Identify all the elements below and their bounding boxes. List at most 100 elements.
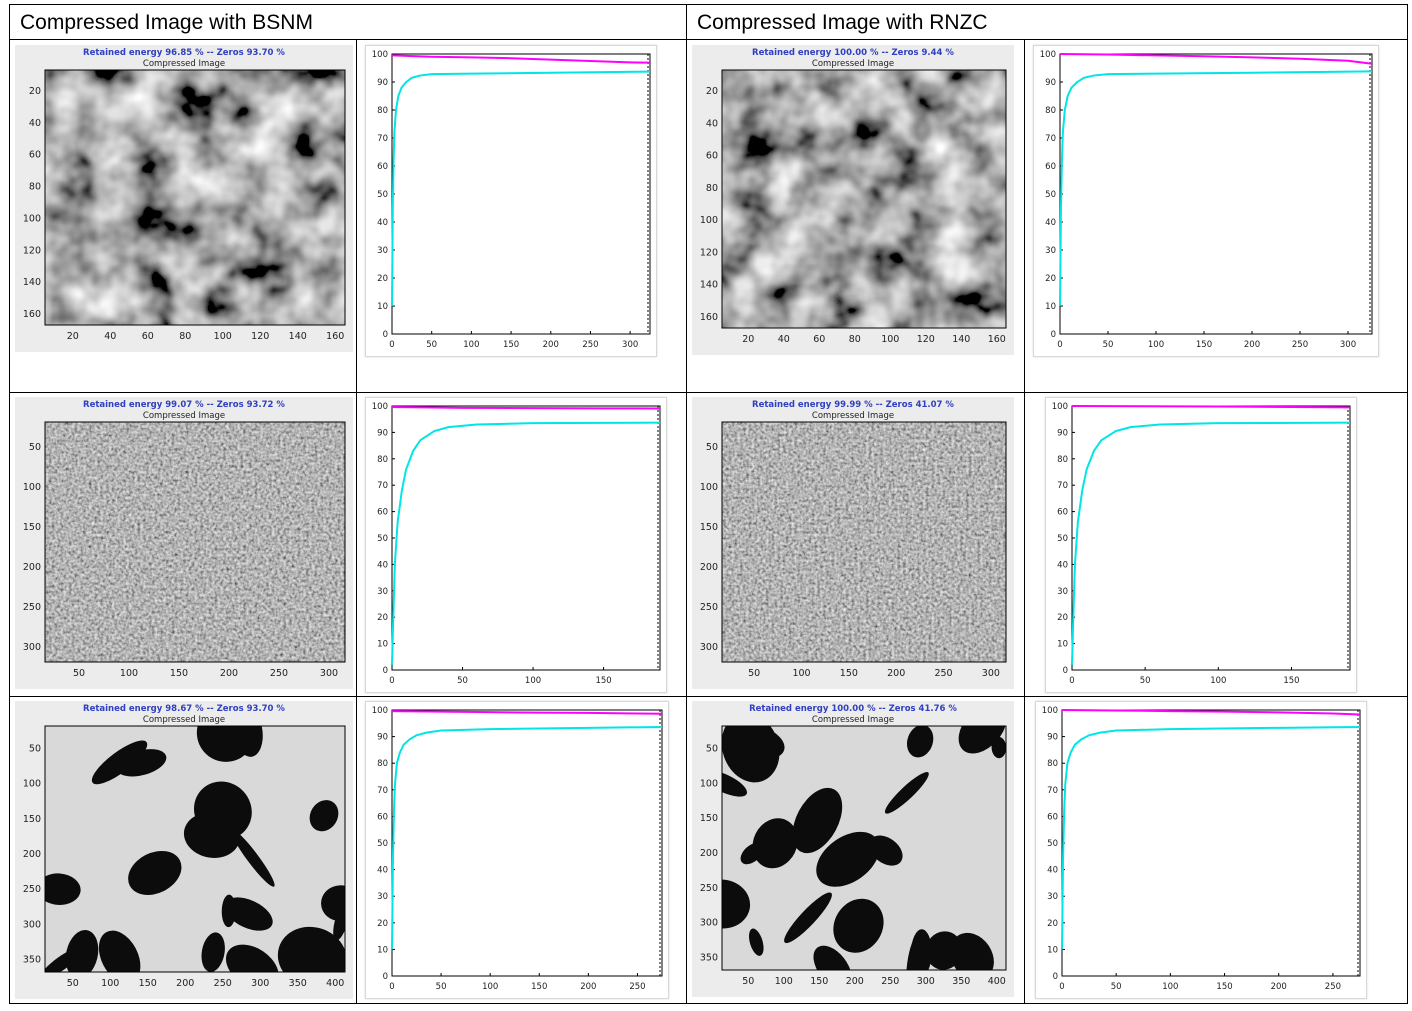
y-tick-label: 60	[1047, 812, 1058, 822]
image-frame	[721, 725, 1007, 971]
y-tick-label: 30	[1047, 892, 1058, 902]
particle-blob	[784, 892, 832, 944]
plot-axes	[391, 53, 651, 335]
y-tick-label: 100	[700, 778, 718, 789]
energy-plot-panel: 0 10 20 30 40 50 60 70 80 90 100 0 50 100 150 200 250	[365, 701, 669, 999]
x-tick-label: 100	[881, 334, 899, 345]
zeros-line	[1071, 421, 1351, 665]
energy-plot-panel: 0 10 20 30 40 50 60 70 80 90 100 0 50 100 150 200 250 300	[1033, 45, 1379, 357]
x-tick-label: 200	[846, 976, 864, 987]
particle-blob	[309, 800, 339, 832]
y-tick-label: 10	[1047, 945, 1058, 955]
y-tick-label: 250	[700, 602, 718, 613]
plot-svg: 0 10 20 30 40 50 60 70 80 90 100 0 50 100 150 200 250 300	[372, 50, 651, 350]
x-tick-label: 50	[748, 668, 760, 679]
y-tick-label: 50	[377, 839, 388, 849]
cell-r1-bsnm-image: Retained energy 96.85 % -- Zeros 93.70 %…	[9, 39, 357, 393]
y-tick-label: 60	[377, 162, 388, 172]
y-tick-label: 50	[1047, 839, 1058, 849]
y-tick-label: 50	[1057, 534, 1068, 544]
plot-axes	[1059, 53, 1373, 335]
x-tick-label: 200	[543, 340, 559, 350]
panel-title: Retained energy 99.07 % -- Zeros 93.72 %	[83, 400, 285, 410]
particle-blob	[201, 932, 225, 972]
panel-title: Retained energy 98.67 % -- Zeros 93.70 %	[83, 704, 285, 714]
x-tick-label: 400	[988, 976, 1006, 987]
y-tick-label: 60	[377, 812, 388, 822]
particle-blob	[321, 885, 345, 922]
particle-blob	[233, 726, 263, 757]
x-tick-label: 250	[1325, 982, 1341, 992]
x-tick-label: 150	[1283, 676, 1299, 686]
energy-plot-panel: 0 10 20 30 40 50 60 70 80 90 100 0 50 100 150 200 250 300	[365, 45, 657, 357]
compressed-image-panel: Retained energy 98.67 % -- Zeros 93.70 %…	[15, 701, 353, 999]
image-texture	[722, 70, 1006, 328]
energy-plot-panel: 0 10 20 30 40 50 60 70 80 90 100 0 50 100 150 200 250	[1035, 701, 1367, 999]
x-tick-label: 20	[742, 334, 754, 345]
retained-energy-line	[391, 710, 663, 715]
y-tick-label: 20	[29, 86, 41, 97]
y-tick-label: 20	[1047, 919, 1058, 929]
x-tick-label: 250	[270, 668, 288, 679]
plot-svg: 0 10 20 30 40 50 60 70 80 90 100 0 50 100 150	[372, 402, 661, 686]
y-tick-label: 60	[1057, 508, 1068, 518]
image-content	[45, 422, 345, 662]
y-tick-label: 0	[383, 330, 388, 340]
retained-energy-line	[391, 406, 661, 410]
image-frame	[721, 69, 1007, 329]
cell-r2-bsnm-image: Retained energy 99.07 % -- Zeros 93.72 %…	[9, 392, 357, 697]
x-tick-label: 200	[580, 982, 596, 992]
compressed-image-panel: Retained energy 99.99 % -- Zeros 41.07 %…	[692, 397, 1014, 689]
y-tick-label: 40	[706, 118, 718, 129]
x-tick-label: 0	[1069, 676, 1074, 686]
y-tick-label: 30	[377, 246, 388, 256]
x-tick-label: 0	[389, 676, 394, 686]
energy-plot-panel: 0 10 20 30 40 50 60 70 80 90 100 0 50 100 150	[1045, 397, 1357, 693]
y-tick-label: 70	[1045, 134, 1056, 144]
energy-plot-panel: 0 10 20 30 40 50 60 70 80 90 100 0 50 100 150	[365, 397, 667, 693]
y-tick-label: 100	[23, 213, 41, 224]
y-tick-label: 0	[1063, 666, 1068, 676]
y-tick-label: 10	[1045, 302, 1056, 312]
particle-blob	[833, 898, 884, 953]
x-tick-label: 150	[531, 982, 547, 992]
x-tick-label: 140	[952, 334, 970, 345]
panel-title: Retained energy 100.00 % -- Zeros 41.76 …	[749, 704, 957, 714]
y-tick-label: 350	[700, 953, 718, 964]
x-tick-label: 200	[176, 978, 194, 989]
x-tick-label: 160	[326, 331, 344, 342]
y-tick-label: 300	[700, 642, 718, 653]
x-tick-label: 0	[389, 340, 394, 350]
panel-subtitle: Compressed Image	[812, 411, 894, 421]
particle-blob	[116, 749, 167, 777]
particle-blob	[906, 726, 934, 758]
y-tick-label: 250	[23, 884, 41, 895]
y-tick-label: 100	[372, 706, 388, 716]
x-tick-label: 150	[1196, 340, 1212, 350]
x-tick-label: 50	[73, 668, 85, 679]
plot-axes	[1061, 709, 1361, 977]
compressed-image-svg: Retained energy 96.85 % -- Zeros 93.70 %…	[23, 48, 346, 342]
y-tick-label: 70	[377, 786, 388, 796]
x-tick-label: 250	[582, 340, 598, 350]
y-tick-label: 60	[1045, 162, 1056, 172]
x-tick-label: 200	[1271, 982, 1287, 992]
zeros-line	[391, 421, 661, 665]
x-tick-label: 100	[1210, 676, 1226, 686]
y-tick-label: 100	[23, 779, 41, 790]
y-tick-label: 100	[1052, 402, 1068, 412]
x-tick-label: 50	[1140, 676, 1151, 686]
particle-blob	[816, 831, 880, 887]
y-tick-label: 20	[1057, 613, 1068, 623]
y-tick-label: 70	[1047, 786, 1058, 796]
x-tick-label: 0	[1059, 982, 1064, 992]
compressed-image-panel: Retained energy 100.00 % -- Zeros 41.76 …	[692, 701, 1014, 997]
y-tick-label: 100	[23, 482, 41, 493]
x-tick-label: 40	[104, 331, 116, 342]
particle-blob	[807, 792, 840, 830]
compressed-image-svg: Retained energy 98.67 % -- Zeros 93.70 %…	[23, 704, 346, 989]
x-tick-label: 300	[982, 668, 1000, 679]
y-tick-label: 80	[706, 183, 718, 194]
particle-blob	[950, 932, 994, 970]
compressed-image-svg: Retained energy 99.99 % -- Zeros 41.07 %…	[700, 400, 1007, 679]
